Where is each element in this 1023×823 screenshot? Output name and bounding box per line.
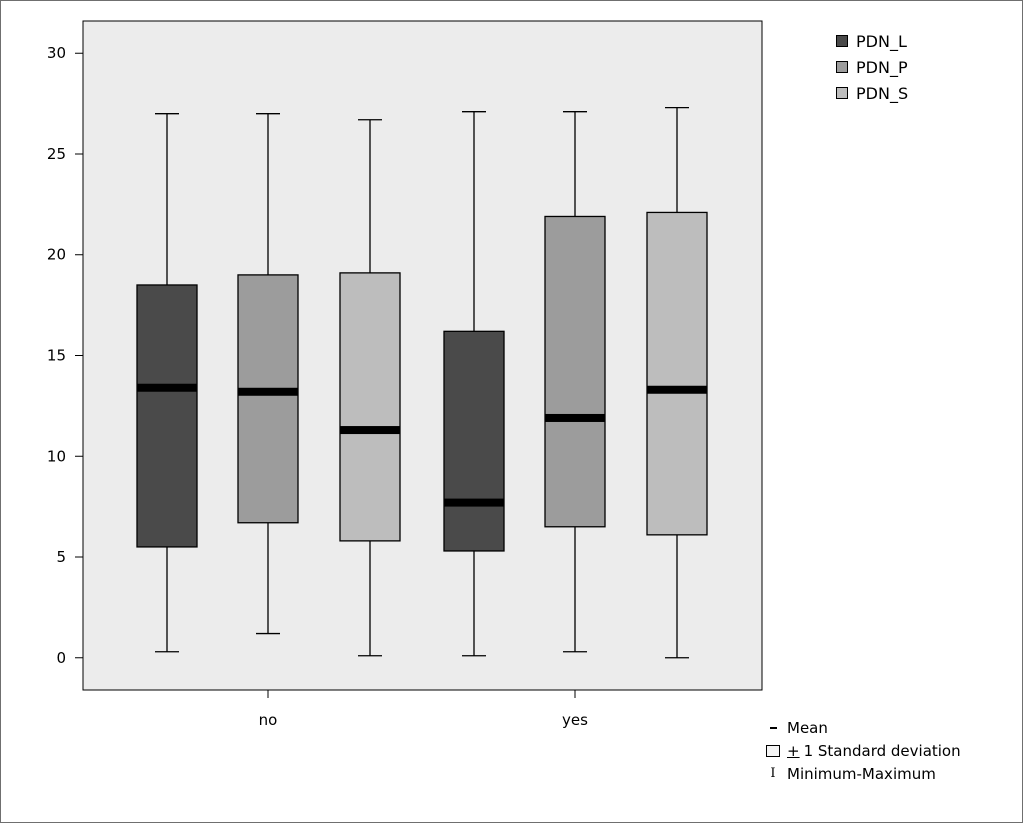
box-pdn-l-yes-mean: [444, 498, 504, 507]
legend-item-pdn-s: PDN_S: [836, 80, 908, 106]
legend-label-pdn-s: PDN_S: [856, 83, 909, 103]
legend-item-pdn-p: PDN_P: [836, 54, 908, 80]
y-tick-label-2: 10: [47, 447, 66, 465]
key-label-sd: 1 Standard deviation: [803, 741, 961, 760]
box-pdn-s-yes-mean: [647, 385, 707, 394]
key-label-mean: Mean: [787, 718, 828, 737]
statistics-key: Mean + 1 Standard deviation I Minimum-Ma…: [764, 716, 961, 785]
legend-swatch-pdn-p: [836, 61, 848, 73]
legend-swatch-pdn-l: [836, 35, 848, 47]
legend: PDN_L PDN_P PDN_S: [836, 28, 908, 106]
box-pdn-p-no-sd-box: [237, 274, 299, 524]
legend-swatch-pdn-s: [836, 87, 848, 99]
legend-label-pdn-l: PDN_L: [856, 31, 907, 51]
key-item-mean: Mean: [764, 716, 961, 739]
box-pdn-l-no-sd-box: [136, 284, 198, 548]
box-pdn-s-no-mean: [340, 426, 400, 435]
y-tick-label-1: 5: [56, 548, 66, 566]
legend-label-pdn-p: PDN_P: [856, 57, 908, 77]
box-pdn-p-yes-sd-box: [544, 215, 606, 528]
y-tick-label-5: 25: [47, 145, 66, 163]
key-item-sd: + 1 Standard deviation: [764, 739, 961, 762]
x-tick-label-no: no: [259, 711, 278, 729]
box-pdn-s-no-sd-box: [339, 272, 401, 542]
x-tick-label-yes: yes: [562, 711, 588, 729]
plus-minus-symbol: +: [787, 741, 800, 760]
y-tick-label-4: 20: [47, 246, 66, 264]
y-tick-label-6: 30: [47, 44, 66, 62]
box-pdn-s-yes-sd-box: [646, 211, 708, 536]
box-pdn-l-no-mean: [137, 383, 197, 392]
range-bar-symbol: I: [770, 766, 776, 781]
box-pdn-p-no-mean: [238, 387, 298, 396]
key-label-range: Minimum-Maximum: [787, 764, 936, 783]
box-pdn-p-yes-mean: [545, 413, 605, 422]
box-pdn-l-yes-sd-box: [443, 330, 505, 552]
y-tick-label-3: 15: [47, 347, 66, 365]
key-item-range: I Minimum-Maximum: [764, 762, 961, 785]
y-tick-label-0: 0: [56, 649, 66, 667]
mean-symbol: [764, 726, 782, 729]
legend-item-pdn-l: PDN_L: [836, 28, 908, 54]
box-symbol: [764, 744, 782, 757]
